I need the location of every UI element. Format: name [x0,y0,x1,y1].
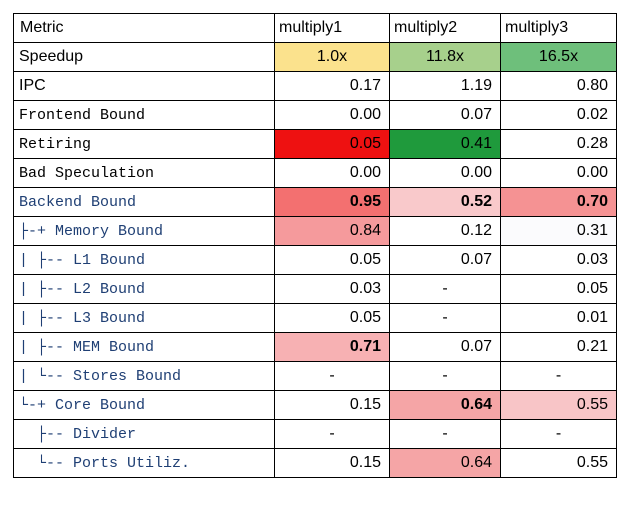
cell-multiply1: 0.03 [274,274,390,304]
row-stores-bound: | └-- Stores Bound - - - [13,361,617,391]
cell-multiply2: - [389,274,501,304]
cell-multiply1: 0.00 [274,100,390,130]
row-label: Retiring [13,129,275,159]
cell-multiply3: 0.01 [500,303,617,333]
cell-multiply3: 0.05 [500,274,617,304]
cell-multiply2: 0.00 [389,158,501,188]
row-l3-bound: | ├-- L3 Bound 0.05 - 0.01 [13,303,617,333]
row-l1-bound: | ├-- L1 Bound 0.05 0.07 0.03 [13,245,617,275]
cell-multiply1: 0.71 [274,332,390,362]
cell-multiply3: 0.80 [500,71,617,101]
cell-multiply2: 11.8x [389,42,501,72]
cell-multiply3: 0.00 [500,158,617,188]
cell-multiply3: - [500,419,617,449]
row-label: Frontend Bound [13,100,275,130]
cell-multiply2: 0.64 [389,390,501,420]
cell-multiply3: 0.02 [500,100,617,130]
cell-multiply1: 1.0x [274,42,390,72]
cell-multiply2: - [389,419,501,449]
cell-multiply1: - [274,361,390,391]
row-label: Backend Bound [13,187,275,217]
row-speedup: Speedup 1.0x 11.8x 16.5x [13,42,617,72]
cell-multiply2: - [389,361,501,391]
cell-multiply2: 0.07 [389,245,501,275]
metrics-table: Metric multiply1 multiply2 multiply3 Spe… [13,13,617,478]
cell-multiply1: 0.15 [274,448,390,478]
cell-multiply2: 0.52 [389,187,501,217]
cell-multiply1: 0.05 [274,303,390,333]
row-label: Speedup [13,42,275,72]
cell-multiply1: 0.05 [274,129,390,159]
cell-multiply3: 0.55 [500,390,617,420]
row-label: | ├-- L2 Bound [13,274,275,304]
cell-multiply3: 0.55 [500,448,617,478]
cell-multiply1: 0.95 [274,187,390,217]
cell-multiply3: 0.31 [500,216,617,246]
row-l2-bound: | ├-- L2 Bound 0.03 - 0.05 [13,274,617,304]
cell-multiply1: 0.00 [274,158,390,188]
row-bad-speculation: Bad Speculation 0.00 0.00 0.00 [13,158,617,188]
cell-multiply2: 0.41 [389,129,501,159]
row-label: └-- Ports Utiliz. [13,448,275,478]
cell-multiply1: 0.84 [274,216,390,246]
cell-multiply1: 0.05 [274,245,390,275]
row-label: | ├-- MEM Bound [13,332,275,362]
cell-multiply2: 0.12 [389,216,501,246]
cell-multiply2: 0.07 [389,100,501,130]
row-label: | └-- Stores Bound [13,361,275,391]
row-label: └-+ Core Bound [13,390,275,420]
cell-multiply3: 0.21 [500,332,617,362]
cell-multiply3: 0.03 [500,245,617,275]
cell-multiply2: 0.64 [389,448,501,478]
row-core-bound: └-+ Core Bound 0.15 0.64 0.55 [13,390,617,420]
row-backend-bound: Backend Bound 0.95 0.52 0.70 [13,187,617,217]
cell-multiply3: 16.5x [500,42,617,72]
cell-multiply2: 1.19 [389,71,501,101]
cell-multiply1: 0.17 [274,71,390,101]
row-retiring: Retiring 0.05 0.41 0.28 [13,129,617,159]
row-label: ├-- Divider [13,419,275,449]
cell-multiply2: 0.07 [389,332,501,362]
header-multiply1: multiply1 [274,13,390,43]
cell-multiply2: - [389,303,501,333]
header-metric: Metric [13,13,275,43]
header-multiply3: multiply3 [500,13,617,43]
row-label: ├-+ Memory Bound [13,216,275,246]
row-divider: ├-- Divider - - - [13,419,617,449]
header-multiply2: multiply2 [389,13,501,43]
cell-multiply1: 0.15 [274,390,390,420]
header-row: Metric multiply1 multiply2 multiply3 [13,13,617,43]
row-mem-bound: | ├-- MEM Bound 0.71 0.07 0.21 [13,332,617,362]
row-memory-bound: ├-+ Memory Bound 0.84 0.12 0.31 [13,216,617,246]
cell-multiply3: 0.28 [500,129,617,159]
cell-multiply3: - [500,361,617,391]
row-frontend-bound: Frontend Bound 0.00 0.07 0.02 [13,100,617,130]
row-label: | ├-- L1 Bound [13,245,275,275]
row-label: Bad Speculation [13,158,275,188]
row-ipc: IPC 0.17 1.19 0.80 [13,71,617,101]
row-label: IPC [13,71,275,101]
cell-multiply1: - [274,419,390,449]
row-ports-utiliz: └-- Ports Utiliz. 0.15 0.64 0.55 [13,448,617,478]
cell-multiply3: 0.70 [500,187,617,217]
row-label: | ├-- L3 Bound [13,303,275,333]
